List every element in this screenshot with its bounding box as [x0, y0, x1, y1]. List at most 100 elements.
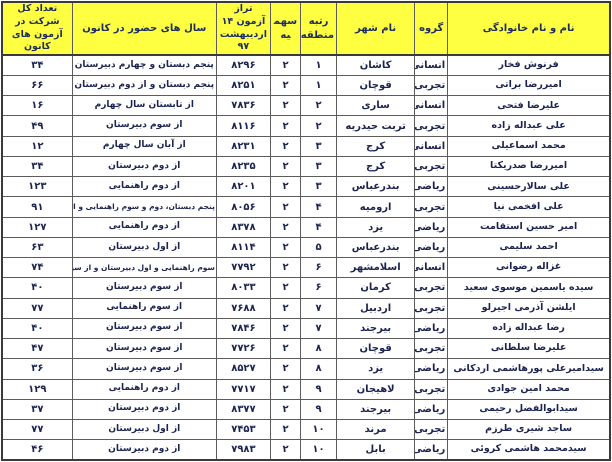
cell-name: ایلشن آذرمی اجیرلو — [447, 297, 611, 319]
cell-quota: ۲ — [269, 418, 302, 441]
cell-group: تجربی — [414, 196, 449, 218]
table-row: محمد امین جوادی تجربی لاهیجان ۹ ۲ ۷۷۱۷ ا… — [1, 378, 611, 400]
table-row: محمد اسماعیلی انسانی کرج ۳ ۲ ۸۲۳۱ از آبا… — [1, 135, 611, 157]
cell-name: علیرضا فتحی — [447, 95, 611, 117]
cell-years: از سوم دبیرستان — [71, 277, 217, 299]
cell-total-exams: ۷۷ — [1, 297, 73, 319]
cell-score: ۸۳۷۷ — [215, 398, 271, 420]
cell-name: احمد سلیمی — [447, 236, 611, 259]
cell-city: یزد — [336, 216, 416, 238]
cell-city: بندرعباس — [336, 236, 416, 259]
cell-quota: ۲ — [269, 155, 302, 178]
cell-city: مرند — [336, 418, 416, 441]
table-row: غزاله رضوانی انسانی اسلامشهر ۶ ۲ ۷۷۹۲ سو… — [1, 257, 611, 279]
cell-quota: ۲ — [269, 378, 302, 400]
cell-total-exams: ۷۷ — [1, 418, 73, 441]
cell-score: ۸۳۷۸ — [215, 216, 271, 238]
cell-quota: ۲ — [269, 439, 302, 461]
cell-group: ریاضی — [414, 398, 449, 420]
cell-quota: ۲ — [269, 176, 302, 198]
cell-years: از دوم راهنمایی — [71, 176, 217, 198]
cell-total-exams: ۷۴ — [1, 257, 73, 279]
table-row: سیدامیرعلی پورهاشمی اردکانی ریاضی یزد ۸ … — [1, 358, 611, 380]
column-header-total-exams: تعداد کل شرکت در آزمون های کانون — [1, 1, 73, 57]
cell-total-exams: ۴۰ — [1, 317, 73, 340]
table-row: سیدابوالفضل رحیمی ریاضی بیرجند ۹ ۲ ۸۳۷۷ … — [1, 398, 611, 420]
cell-score: ۸۰۵۶ — [215, 196, 271, 218]
cell-score: ۷۷۹۲ — [215, 257, 271, 279]
cell-quota: ۲ — [269, 297, 302, 319]
cell-region-rank: ۴ — [300, 196, 338, 218]
cell-region-rank: ۹ — [300, 378, 338, 400]
cell-score: ۷۶۸۸ — [215, 297, 271, 319]
column-header-score: تراز آزمون ۱۴ اردیبهشت ۹۷ — [215, 1, 271, 57]
cell-name: علی عبداله زاده — [447, 115, 611, 137]
cell-quota: ۲ — [269, 358, 302, 380]
cell-quota: ۲ — [269, 338, 302, 360]
cell-years: سوم راهنمایی و اول دبیرستان و از سوم دبی… — [71, 257, 217, 279]
cell-years: از اول دبیرستان — [71, 236, 217, 259]
cell-region-rank: ۵ — [300, 236, 338, 259]
cell-name: علی سالارحسینی — [447, 176, 611, 198]
cell-region-rank: ۳ — [300, 155, 338, 178]
cell-city: بابل — [336, 439, 416, 461]
cell-name: سیدابوالفضل رحیمی — [447, 398, 611, 420]
table-row: سیدمحمد هاشمی کروئی ریاضی بابل ۱۰ ۲ ۷۹۸۳… — [1, 439, 611, 461]
cell-city: کرج — [336, 155, 416, 178]
cell-group: انسانی — [414, 54, 449, 76]
table-row: علی سالارحسینی ریاضی بندرعباس ۳ ۲ ۸۲۰۱ ا… — [1, 176, 611, 198]
cell-quota: ۲ — [269, 257, 302, 279]
cell-years: از سوم راهنمایی — [71, 297, 217, 319]
cell-score: ۷۸۳۶ — [215, 95, 271, 117]
cell-region-rank: ۱ — [300, 74, 338, 97]
column-header-name: نام و نام خانوادگی — [447, 1, 611, 57]
cell-region-rank: ۱۰ — [300, 439, 338, 461]
column-header-city: نام شهر — [336, 1, 416, 57]
cell-city: بندرعباس — [336, 176, 416, 198]
table-row: علیرضا فتحی انسانی ساری ۲ ۲ ۷۸۳۶ از تابس… — [1, 95, 611, 117]
cell-city: اردبیل — [336, 297, 416, 319]
cell-quota: ۲ — [269, 317, 302, 340]
cell-group: انسانی — [414, 95, 449, 117]
cell-region-rank: ۱۰ — [300, 418, 338, 441]
table-body: فرنوش فخار انسانی کاشان ۱ ۲ ۸۲۹۶ پنجم دب… — [1, 54, 611, 461]
cell-city: لاهیجان — [336, 378, 416, 400]
cell-years: از دوم راهنمایی — [71, 216, 217, 238]
cell-total-exams: ۱۲۷ — [1, 216, 73, 238]
cell-years: پنجم دبستان و چهارم دبیرستان — [71, 54, 217, 76]
cell-score: ۷۴۵۳ — [215, 418, 271, 441]
table-row: علی افخمی نیا تجربی ارومیه ۴ ۲ ۸۰۵۶ پنجم… — [1, 196, 611, 218]
cell-total-exams: ۱۲۳ — [1, 176, 73, 198]
cell-name: غزاله رضوانی — [447, 257, 611, 279]
cell-group: تجربی — [414, 277, 449, 299]
cell-city: بیرجند — [336, 317, 416, 340]
cell-total-exams: ۳۴ — [1, 155, 73, 178]
cell-group: ریاضی — [414, 317, 449, 340]
cell-region-rank: ۲ — [300, 115, 338, 137]
cell-name: رضا عبداله زاده — [447, 317, 611, 340]
cell-region-rank: ۷ — [300, 297, 338, 319]
cell-years: از اول دبیرستان — [71, 418, 217, 441]
cell-total-exams: ۹۱ — [1, 196, 73, 218]
table-header: نام و نام خانوادگی گروه نام شهر رتبه منط… — [1, 1, 611, 57]
cell-group: ریاضی — [414, 176, 449, 198]
cell-name: فرنوش فخار — [447, 54, 611, 76]
cell-years: از تابستان سال چهارم — [71, 95, 217, 117]
cell-region-rank: ۶ — [300, 277, 338, 299]
cell-region-rank: ۸ — [300, 338, 338, 360]
cell-quota: ۲ — [269, 95, 302, 117]
column-header-group: گروه — [414, 1, 449, 57]
cell-city: ارومیه — [336, 196, 416, 218]
table-row: فرنوش فخار انسانی کاشان ۱ ۲ ۸۲۹۶ پنجم دب… — [1, 54, 611, 76]
cell-quota: ۲ — [269, 398, 302, 420]
cell-total-exams: ۳۷ — [1, 398, 73, 420]
cell-region-rank: ۳ — [300, 135, 338, 157]
cell-quota: ۲ — [269, 277, 302, 299]
cell-group: ریاضی — [414, 439, 449, 461]
column-header-region-rank: رتبه منطقه — [300, 1, 338, 57]
cell-quota: ۲ — [269, 216, 302, 238]
cell-total-exams: ۱۶ — [1, 95, 73, 117]
cell-city: تربت حیدریه — [336, 115, 416, 137]
cell-score: ۸۱۱۶ — [215, 115, 271, 137]
cell-total-exams: ۶۶ — [1, 74, 73, 97]
